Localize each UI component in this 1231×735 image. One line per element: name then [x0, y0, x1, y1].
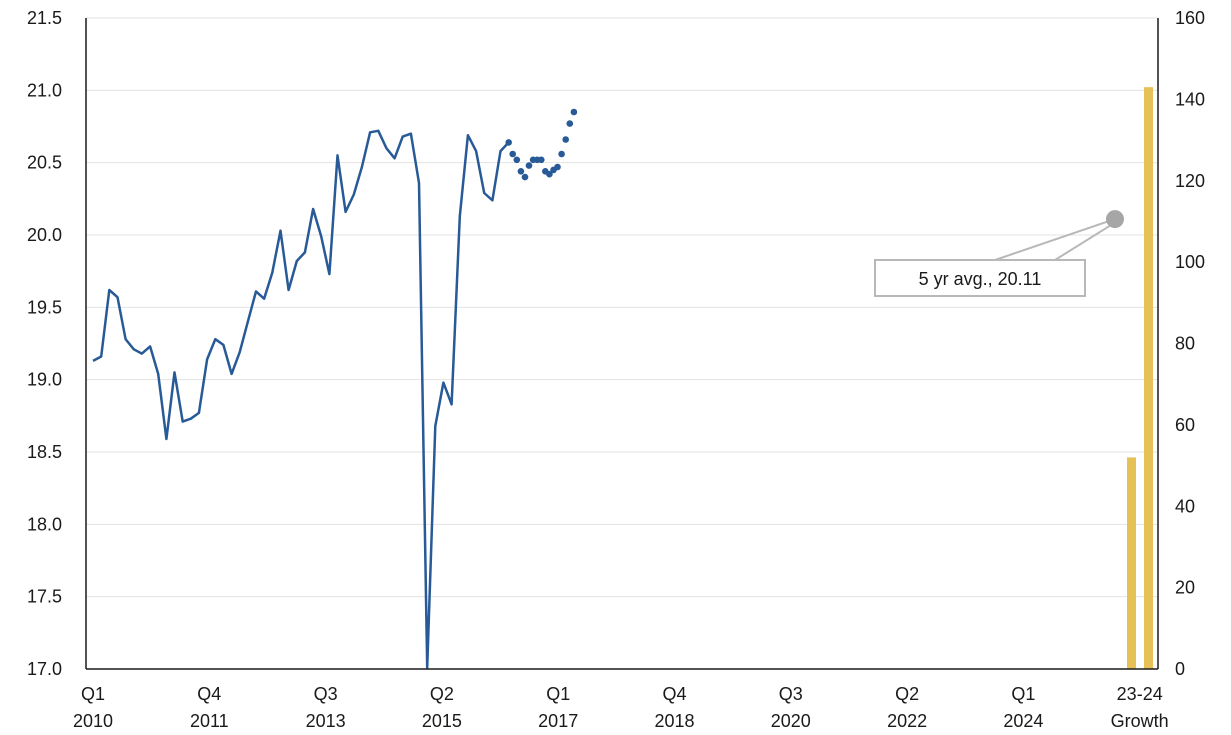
- x-tick-label-line2: 2010: [73, 711, 113, 731]
- left-tick-label: 19.5: [27, 297, 62, 317]
- x-tick-label: Q4 2018: [654, 684, 694, 731]
- x-tick-label: Q2 2015: [422, 684, 462, 731]
- right-tick-label: 0: [1175, 659, 1185, 679]
- left-tick-label: 21.0: [27, 80, 62, 100]
- x-tick-label: Q1 2024: [1003, 684, 1043, 731]
- forecast-point: [505, 139, 512, 146]
- annotation-leader: [994, 220, 1110, 261]
- x-tick-label: Q4 2011: [190, 684, 229, 731]
- forecast-point: [509, 150, 516, 158]
- series-lines: [92, 108, 578, 669]
- x-tick-label: Q1 2010: [73, 684, 113, 731]
- annotation: 5 yr avg., 20.11: [874, 210, 1124, 297]
- growth-bar: [1144, 87, 1153, 669]
- series-line-forecast: [505, 108, 578, 181]
- left-tick-label: 20.5: [27, 153, 62, 173]
- x-tick-label-line1: Q4: [662, 684, 686, 704]
- annotation-box: [874, 259, 1086, 297]
- left-axis-ticks: 17.0 17.5 18.0 18.5 19.0 19.5 20.0 20.5 21.0 21.5: [27, 8, 62, 679]
- forecast-point: [566, 120, 574, 127]
- x-tick-label-line1: Q2: [895, 684, 919, 704]
- right-tick-label: 40: [1175, 496, 1195, 516]
- x-tick-label: Q2 2022: [887, 684, 927, 731]
- right-tick-label: 100: [1175, 252, 1205, 272]
- growth-bars: [1127, 87, 1153, 669]
- x-tick-label-line1: 23-24: [1117, 684, 1163, 704]
- forecast-point: [517, 168, 525, 175]
- left-tick-label: 18.5: [27, 442, 62, 462]
- forecast-point: [538, 156, 545, 164]
- gridlines: [86, 17, 1158, 598]
- right-tick-label: 160: [1175, 8, 1205, 28]
- forecast-point: [525, 162, 533, 169]
- forecast-point: [558, 150, 565, 158]
- forecast-point: [546, 170, 553, 178]
- x-tick-label: Q3 2020: [771, 684, 811, 731]
- right-tick-label: 20: [1175, 578, 1195, 598]
- x-tick-label: 23-24 Growth: [1111, 684, 1169, 731]
- forecast-point: [570, 108, 578, 116]
- x-tick-label-line2: 2022: [887, 711, 927, 731]
- x-tick-label-line2: 2018: [654, 711, 694, 731]
- axes: [85, 18, 1159, 670]
- left-tick-label: 17.5: [27, 587, 62, 607]
- series-line-actual: [92, 129, 510, 669]
- left-tick-label: 17.0: [27, 659, 62, 679]
- right-tick-label: 120: [1175, 171, 1205, 191]
- x-tick-label-line2: 2017: [538, 711, 578, 731]
- x-tick-label-line2: 2011: [190, 711, 229, 731]
- x-tick-label-line1: Q3: [779, 684, 803, 704]
- x-axis-ticks: Q1 2010 Q4 2011 Q3 2013 Q2 2015 Q1 2017 Q4 2018 Q3 20…: [73, 684, 1169, 731]
- right-tick-label: 60: [1175, 415, 1195, 435]
- left-tick-label: 20.0: [27, 225, 62, 245]
- left-tick-label: 21.5: [27, 8, 62, 28]
- forecast-point: [554, 163, 561, 171]
- x-tick-label-line1: Q4: [197, 684, 221, 704]
- x-tick-label: Q1 2017: [538, 684, 578, 731]
- x-tick-label-line2: Growth: [1111, 711, 1169, 731]
- x-tick-label-line1: Q1: [81, 684, 105, 704]
- left-tick-label: 19.0: [27, 370, 62, 390]
- right-tick-label: 140: [1175, 89, 1205, 109]
- forecast-point: [562, 136, 569, 143]
- x-tick-label-line1: Q3: [314, 684, 338, 704]
- x-tick-label-line1: Q2: [430, 684, 454, 704]
- forecast-point: [513, 156, 521, 164]
- x-tick-label-line2: 2015: [422, 711, 462, 731]
- left-tick-label: 18.0: [27, 514, 62, 534]
- forecast-point: [521, 173, 529, 181]
- x-tick-label-line2: 2020: [771, 711, 811, 731]
- x-tick-label: Q3 2013: [306, 684, 346, 731]
- right-axis-ticks: 0 20 40 60 80 100 120 140 160: [1175, 8, 1205, 679]
- x-tick-label-line1: Q1: [546, 684, 570, 704]
- annotation-label: 5 yr avg., 20.11: [919, 269, 1042, 289]
- x-tick-label-line1: Q1: [1011, 684, 1035, 704]
- annotation-leader: [1054, 224, 1112, 261]
- growth-bar: [1127, 457, 1136, 669]
- annotation-marker: [1106, 210, 1124, 229]
- x-tick-label-line2: 2024: [1003, 711, 1043, 731]
- x-tick-label-line2: 2013: [306, 711, 346, 731]
- right-tick-label: 80: [1175, 334, 1195, 354]
